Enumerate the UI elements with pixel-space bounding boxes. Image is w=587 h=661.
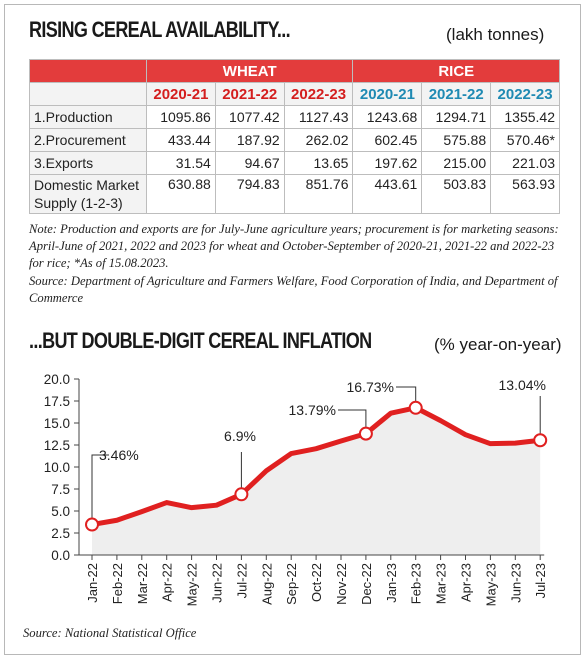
group-wheat: WHEAT: [145, 59, 354, 83]
cell: 197.62: [352, 151, 423, 175]
y-tick-label: 15.0: [44, 416, 70, 431]
cell: 443.61: [352, 174, 423, 214]
x-tick-label: Jul-22: [234, 563, 249, 598]
cell: 1243.68: [352, 105, 423, 129]
table-source: Source: Department of Agriculture and Fa…: [29, 274, 558, 305]
table-row: 1.Production 1095.86 1077.42 1127.43 124…: [29, 105, 560, 129]
data-point-marker: [234, 487, 249, 502]
x-tick-label: Jan-23: [384, 563, 399, 603]
data-point-marker: [533, 433, 548, 448]
x-tick-label: Jun-22: [210, 563, 225, 603]
year-header: 2022-23: [283, 82, 354, 106]
x-tick-label: Mar-22: [135, 563, 150, 604]
annotation-leader: [91, 454, 109, 525]
x-tick-label: Jan-22: [85, 563, 100, 603]
x-tick-label: Aug-22: [259, 563, 274, 605]
bottom-unit: (% year-on-year): [434, 335, 562, 354]
row-label: 2.Procurement: [29, 128, 147, 152]
x-tick-label: May-23: [483, 563, 498, 606]
x-tick-label: Jul-23: [533, 563, 548, 598]
cell: 503.83: [421, 174, 492, 214]
x-tick-label: Dec-22: [359, 563, 374, 605]
data-point-marker: [358, 426, 373, 441]
annotation-label: 13.04%: [499, 377, 546, 393]
data-point-marker: [85, 517, 99, 532]
bottom-headline: ...BUT DOUBLE-DIGIT CEREAL INFLATION: [29, 328, 372, 353]
figure-frame: [4, 4, 581, 655]
y-tick-label: 10.0: [44, 460, 70, 475]
group-rice: RICE: [352, 59, 560, 83]
cell: 630.88: [146, 174, 216, 214]
x-tick-label: Apr-22: [160, 563, 175, 602]
y-tick-label: 12.5: [44, 438, 70, 453]
x-tick-label: Jun-23: [508, 563, 523, 603]
cell: 1127.43: [283, 105, 354, 129]
x-tick-label: Feb-22: [110, 563, 125, 604]
annotation-label: 6.9%: [224, 428, 256, 444]
x-tick-label: Nov-22: [334, 563, 349, 605]
cell: 13.65: [283, 151, 354, 175]
year-header: 2020-21: [352, 82, 423, 106]
x-tick-label: Mar-23: [434, 563, 449, 604]
chart-source: Source: National Statistical Office: [23, 626, 197, 640]
cell: 1077.42: [214, 105, 285, 129]
year-header: 2021-22: [214, 82, 285, 106]
cell: 794.83: [214, 174, 285, 214]
cell: 851.76: [283, 174, 354, 214]
annotation-leader: [338, 409, 367, 434]
top-unit: (lakh tonnes): [446, 25, 545, 44]
inflation-line: [89, 405, 543, 528]
annotation-label: 13.79%: [289, 402, 336, 418]
y-tick-label: 5.0: [51, 504, 70, 519]
y-tick-label: 0.0: [51, 548, 70, 563]
x-tick-label: Sep-22: [284, 563, 299, 605]
y-tick-label: 17.5: [44, 394, 70, 409]
table-note: Note: Production and exports are for Jul…: [29, 222, 559, 270]
top-headline: RISING CEREAL AVAILABILITY...: [29, 17, 291, 42]
row-label: 1.Production: [29, 105, 147, 129]
year-corner: [29, 82, 147, 106]
year-header: 2022-23: [490, 82, 560, 106]
year-header: 2020-21: [146, 82, 216, 106]
cell: 94.67: [214, 151, 285, 175]
annotation-label: 3.46%: [99, 447, 139, 463]
cell: 1355.42: [490, 105, 560, 129]
annotation-label: 16.73%: [347, 379, 394, 395]
cereal-table: WHEAT RICE 2020-21 2021-22 2022-23 2020-…: [29, 59, 560, 214]
year-header: 2021-22: [421, 82, 492, 106]
row-label: Domestic Market Supply (1-2-3): [29, 174, 147, 214]
y-tick-label: 7.5: [51, 482, 70, 497]
area-fill: [92, 407, 541, 555]
cell: 575.88: [421, 128, 492, 152]
y-tick-label: 20.0: [44, 372, 70, 387]
x-tick-label: Apr-23: [459, 563, 474, 602]
cell: 215.00: [421, 151, 492, 175]
x-tick-label: May-22: [185, 563, 200, 606]
x-tick-label: Oct-22: [309, 563, 324, 602]
cell: 187.92: [214, 128, 285, 152]
data-point-marker: [408, 400, 423, 415]
cell: 563.93: [490, 174, 560, 214]
y-tick-label: 2.5: [51, 526, 70, 541]
x-tick-label: Feb-23: [409, 563, 424, 604]
table-row: Domestic Market Supply (1-2-3) 630.88 79…: [29, 174, 560, 214]
